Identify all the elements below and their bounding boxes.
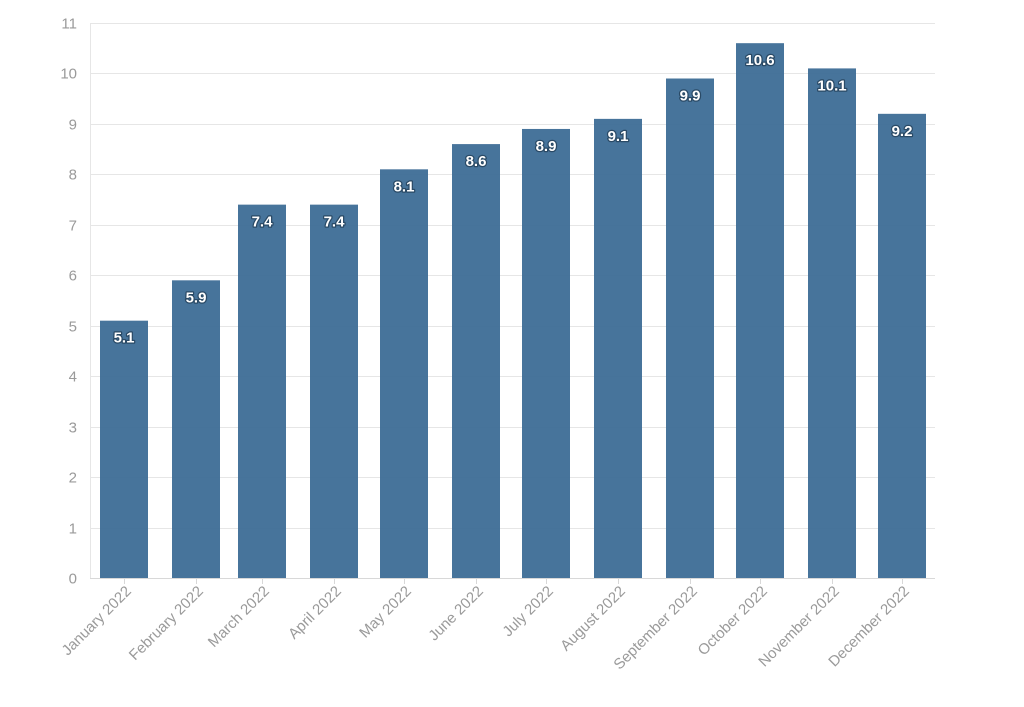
y-tick-label: 3	[69, 420, 77, 437]
x-tick-label: August 2022	[557, 583, 629, 655]
y-tick-label: 8	[69, 167, 77, 184]
bar	[666, 78, 714, 578]
y-tick-label: 4	[69, 369, 77, 386]
data-label: 8.1	[394, 178, 415, 195]
x-tick-label: April 2022	[285, 583, 345, 643]
bar	[808, 68, 856, 578]
bar	[522, 128, 570, 579]
y-tick-label: 6	[69, 268, 77, 285]
bar	[380, 169, 428, 578]
x-tick-label: January 2022	[59, 583, 135, 659]
x-tick-label: June 2022	[425, 583, 487, 645]
bar	[878, 113, 926, 579]
gridlines	[90, 23, 935, 579]
bar	[736, 43, 784, 578]
y-tick-label: 5	[69, 319, 77, 336]
x-tick-label: October 2022	[695, 583, 771, 659]
data-labels: 5.1 5.9 7.4 7.4 8.1 8.6 8.9 9.1 9.9 10.6 10.1 9.2	[112, 51, 913, 348]
bar	[100, 320, 148, 578]
data-label: 7.4	[252, 214, 274, 231]
bar	[310, 204, 358, 579]
data-label: 8.6	[466, 153, 487, 170]
bar	[452, 144, 500, 578]
y-tick-label: 11	[61, 16, 77, 33]
y-tick-label: 9	[69, 117, 77, 134]
y-axis: 0 1 2 3 4 5 6 7 8 9 10 11	[60, 16, 91, 588]
y-tick-label: 1	[69, 521, 77, 538]
data-label: 10.1	[817, 77, 846, 94]
x-tick-label: March 2022	[205, 583, 273, 651]
data-label: 5.9	[186, 289, 207, 306]
data-label: 5.1	[114, 330, 135, 347]
y-tick-label: 7	[69, 218, 77, 235]
y-tick-label: 0	[69, 571, 77, 588]
data-label: 7.4	[324, 214, 346, 231]
bars	[100, 43, 926, 579]
data-label: 9.1	[608, 128, 629, 145]
data-label: 10.6	[745, 52, 774, 69]
bar	[238, 204, 286, 579]
data-label: 9.2	[892, 123, 913, 140]
y-tick-label: 10	[60, 66, 77, 83]
data-label: 8.9	[536, 138, 557, 155]
x-tick-label: February 2022	[126, 583, 207, 664]
bar	[594, 118, 642, 578]
bar	[172, 280, 220, 578]
y-tick-label: 2	[69, 470, 77, 487]
x-tick-label: May 2022	[356, 583, 415, 642]
data-label: 9.9	[680, 88, 701, 105]
x-tick-label: July 2022	[499, 583, 556, 640]
